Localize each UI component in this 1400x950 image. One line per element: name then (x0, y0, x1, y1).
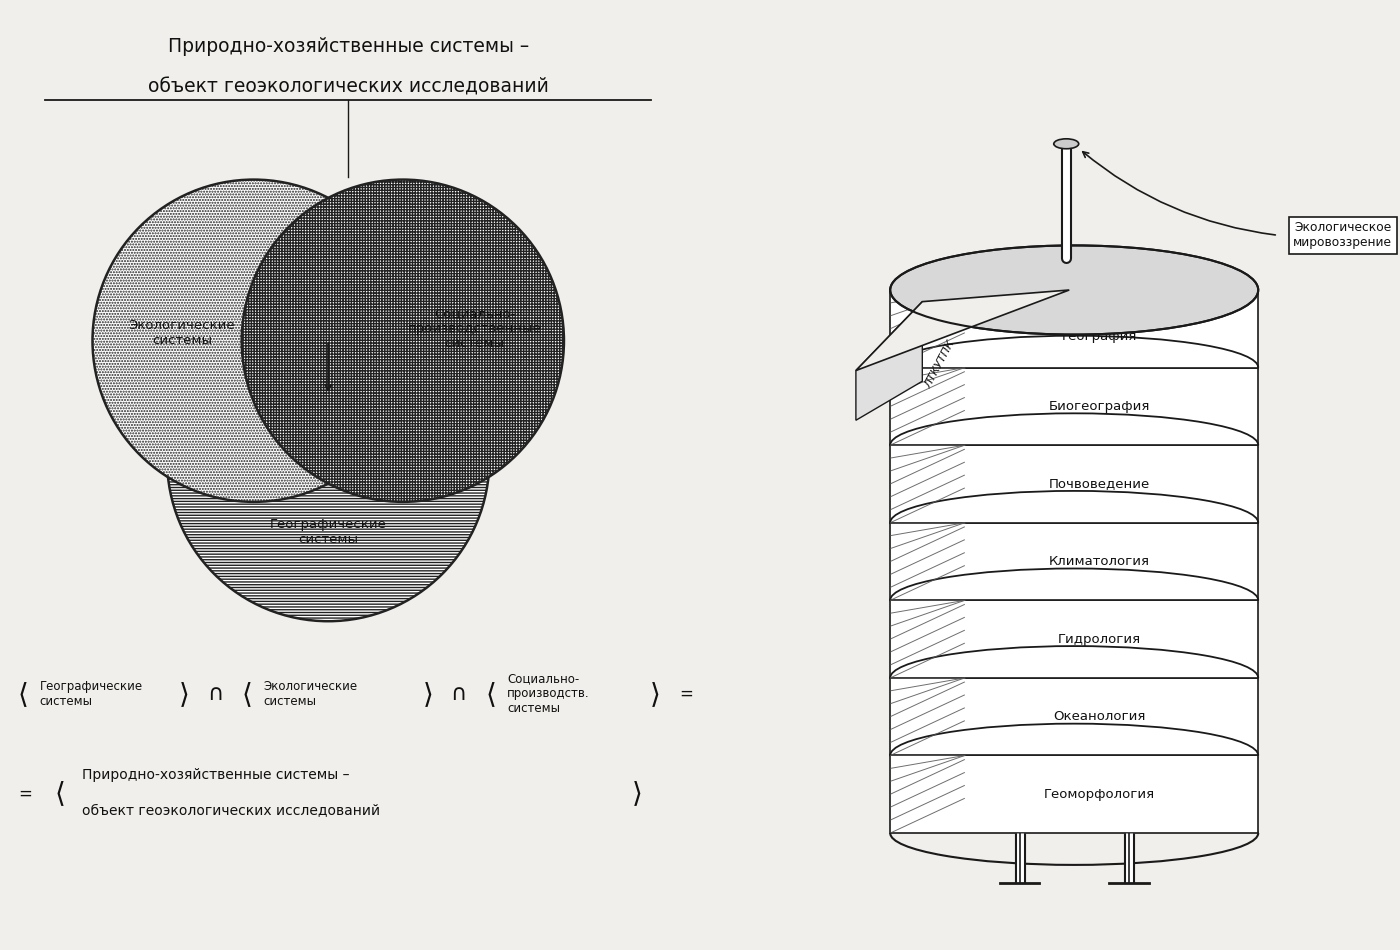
Text: ⟩: ⟩ (423, 680, 434, 708)
Text: ⟩: ⟩ (650, 680, 661, 708)
Polygon shape (855, 302, 923, 420)
Text: =: = (679, 685, 693, 703)
Ellipse shape (890, 245, 1259, 334)
Text: ∩: ∩ (451, 684, 466, 704)
Polygon shape (890, 290, 1259, 368)
Text: Экологические
системы: Экологические системы (263, 680, 358, 708)
Polygon shape (890, 522, 1259, 600)
Text: Климатология: Климатология (1049, 555, 1149, 568)
Text: ⟩: ⟩ (631, 779, 643, 808)
Circle shape (167, 299, 490, 621)
Text: Гидрология: Гидрология (1057, 633, 1141, 646)
Text: Природно-хозяйственные системы –: Природно-хозяйственные системы – (168, 37, 529, 56)
Text: =: = (18, 785, 32, 803)
Text: объект геоэкологических исследований: объект геоэкологических исследований (147, 77, 549, 96)
Text: Океанология: Океанология (1053, 711, 1145, 723)
Text: ∩: ∩ (207, 684, 223, 704)
Polygon shape (890, 755, 1259, 833)
Text: ЛТКУТПК: ЛТКУТПК (923, 339, 956, 390)
Text: ⟨: ⟨ (55, 779, 66, 808)
Text: Социально-
производств.
системы: Социально- производств. системы (507, 673, 589, 715)
Text: ⟨: ⟨ (18, 680, 29, 708)
Circle shape (92, 180, 414, 502)
Text: ⟩: ⟩ (179, 680, 190, 708)
Text: Географические
системы: Географические системы (39, 680, 143, 708)
Polygon shape (890, 600, 1259, 678)
Polygon shape (855, 290, 1070, 370)
Text: Географические
системы: Географические системы (270, 518, 386, 545)
Text: ⟨: ⟨ (242, 680, 252, 708)
Polygon shape (890, 368, 1259, 446)
Ellipse shape (1054, 139, 1078, 149)
Text: Природно-хозяйственные системы –: Природно-хозяйственные системы – (81, 769, 349, 783)
Text: Почвоведение: Почвоведение (1049, 478, 1149, 490)
Text: Геоморфология: Геоморфология (1043, 788, 1155, 801)
Text: Социально-
производственные
системы: Социально- производственные системы (407, 307, 542, 351)
Polygon shape (890, 446, 1259, 522)
Text: Экологическое
мировоззрение: Экологическое мировоззрение (1294, 221, 1392, 249)
Polygon shape (890, 678, 1259, 755)
Text: Экономическая
география: Экономическая география (1044, 314, 1154, 343)
Text: объект геоэкологических исследований: объект геоэкологических исследований (81, 805, 379, 818)
Text: ⟨: ⟨ (486, 680, 496, 708)
Text: Биогеография: Биогеография (1049, 400, 1149, 413)
Circle shape (242, 180, 564, 502)
Text: Экологические
системы: Экологические системы (129, 319, 235, 347)
